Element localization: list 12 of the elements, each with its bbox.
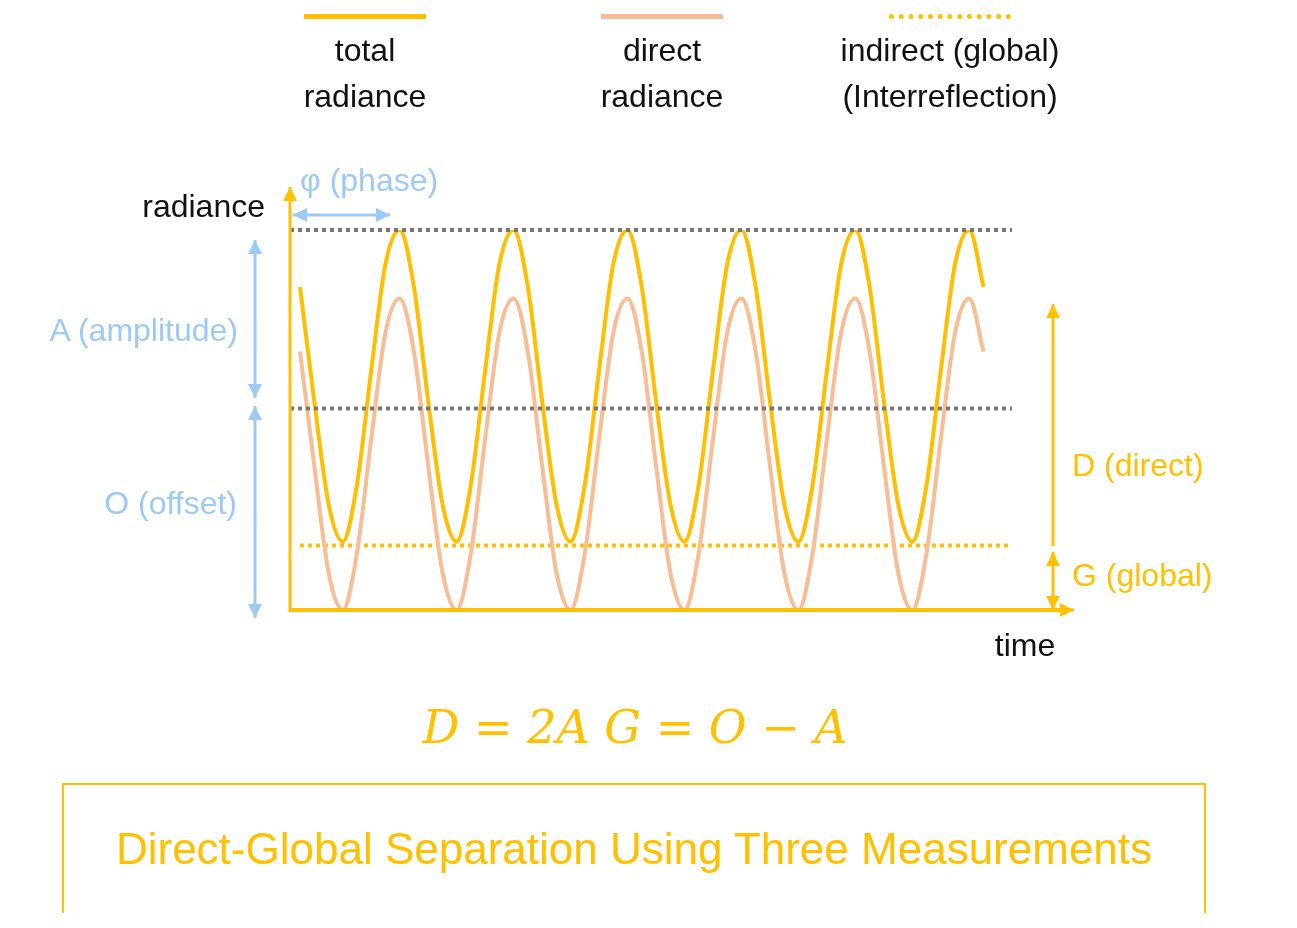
y-axis-title: radiance bbox=[142, 188, 265, 225]
x-axis-title: time bbox=[994, 627, 1056, 664]
legend-label: indirect (global) (Interreflection) bbox=[840, 32, 1060, 114]
text: G (global) bbox=[1072, 557, 1213, 594]
text: Direct-Global Separation Using Three Measurements bbox=[115, 824, 1153, 874]
text: A (amplitude) bbox=[49, 312, 238, 349]
text: φ (phase) bbox=[300, 162, 439, 199]
text: D (direct) bbox=[1072, 447, 1204, 484]
legend-label: total radiance bbox=[303, 32, 427, 114]
legend-label: direct radiance bbox=[600, 32, 724, 114]
text: D = 2A G = O − A bbox=[422, 700, 848, 754]
text: O (offset) bbox=[104, 485, 237, 522]
